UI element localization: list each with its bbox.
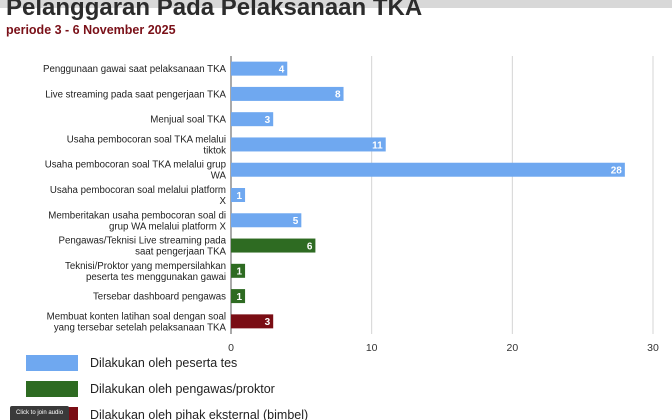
category-label: Menjual soal TKA [150,115,226,126]
category-label: Membuat konten latihan soal dengan soal y… [47,311,227,333]
legend-item: Dilakukan oleh pengawas/proktor [26,380,275,398]
category-label: Pengawas/Teknisi Live streaming pada saat… [59,236,227,258]
bar-value-label: 8 [335,90,341,101]
bar-value-label: 6 [307,241,313,252]
bar [231,112,274,127]
join-audio-button[interactable]: Click to join audio [10,406,70,420]
bar-value-label: 11 [372,140,383,151]
bar [231,238,316,253]
category-label: Penggunaan gawai saat pelaksanaan TKA [43,64,226,75]
legend-label: Dilakukan oleh pihak eksternal (bimbel) [90,408,309,420]
bar [231,137,386,152]
x-tick-label: 20 [506,342,518,354]
category-label: Usaha pembocoran soal TKA melalui grup WA [45,160,227,182]
legend-swatch [26,381,78,397]
category-label: Usaha pembocoran soal TKA melalui tiktok [67,134,226,156]
bar [231,289,246,304]
legend-swatch [26,355,78,371]
category-label: Usaha pembocoran soal melalui platform X [50,185,227,207]
bar-value-label: 1 [237,292,243,303]
bar-value-label: 1 [237,267,243,278]
category-label: Memberitakan usaha pembocoran soal di gru… [48,210,226,232]
bar-value-label: 4 [279,64,285,75]
legend-item: Dilakukan oleh peserta tes [26,354,237,372]
bar [231,213,302,228]
bar-value-label: 3 [265,115,271,126]
bar-value-label: 3 [265,317,271,328]
bar [231,86,344,101]
category-label: Tersebar dashboard pengawas [93,292,226,303]
legend-label: Dilakukan oleh peserta tes [90,356,238,370]
window-top-bar [0,0,672,8]
page-subtitle: periode 3 - 6 November 2025 [6,23,176,37]
bar-value-label: 5 [293,216,299,227]
category-label: Live streaming pada saat pengerjaan TKA [45,89,226,100]
bar-value-label: 28 [611,166,623,177]
x-tick-label: 0 [228,342,234,354]
legend-label: Dilakukan oleh pengawas/proktor [90,382,275,396]
bar [231,188,246,202]
x-tick-label: 30 [647,342,659,354]
bar [231,314,274,329]
page-title: Pelanggaran Pada Pelaksanaan TKA [6,0,423,21]
category-label: Teknisi/Proktor yang mempersilahkan peser… [65,261,226,283]
x-tick-label: 10 [366,342,378,354]
bar [231,61,288,76]
join-audio-label: Click to join audio [16,410,64,416]
bar [231,263,246,278]
bar-value-label: 1 [237,191,243,202]
bar [231,162,625,177]
